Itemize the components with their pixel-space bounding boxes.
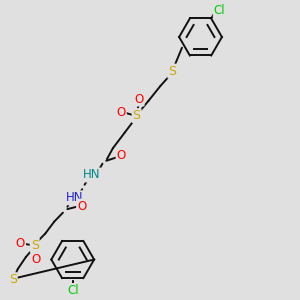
Text: S: S: [168, 64, 176, 78]
Text: Cl: Cl: [67, 284, 79, 297]
Text: Cl: Cl: [214, 4, 225, 17]
Text: O: O: [116, 149, 126, 162]
Text: O: O: [116, 106, 126, 119]
Text: O: O: [32, 253, 41, 266]
Text: S: S: [9, 273, 17, 286]
Text: O: O: [134, 92, 144, 106]
Text: S: S: [31, 239, 39, 252]
Text: O: O: [77, 200, 86, 213]
Text: S: S: [133, 109, 141, 122]
Text: HN: HN: [66, 191, 84, 204]
Text: O: O: [16, 237, 25, 250]
Text: HN: HN: [83, 169, 101, 182]
